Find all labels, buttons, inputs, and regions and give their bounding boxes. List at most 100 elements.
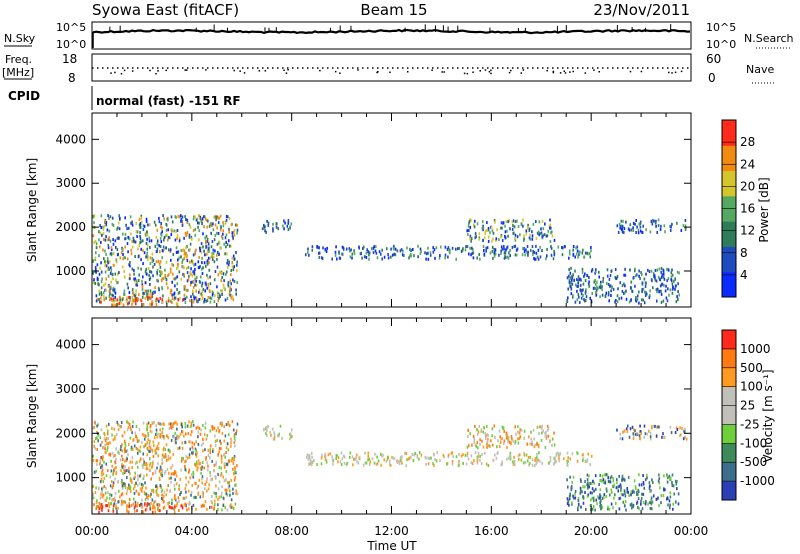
scatter-point	[318, 255, 321, 259]
scatter-point	[307, 250, 309, 254]
scatter-point	[426, 252, 428, 256]
scatter-point	[669, 495, 672, 499]
scatter-point	[202, 449, 204, 453]
scatter-point	[620, 486, 622, 490]
scatter-point	[672, 507, 674, 511]
scatter-point	[169, 291, 172, 295]
scatter-point	[176, 288, 178, 291]
scatter-point	[99, 459, 102, 463]
scatter-point	[222, 232, 224, 236]
scatter-point	[541, 461, 543, 465]
scatter-point	[234, 470, 236, 473]
scatter-point	[325, 458, 328, 462]
scatter-point	[184, 297, 187, 301]
scatter-point	[190, 280, 192, 284]
scatter-point	[351, 252, 354, 256]
scatter-point	[651, 507, 653, 511]
scatter-point	[233, 458, 235, 461]
scatter-point	[142, 249, 144, 253]
scatter-point	[185, 288, 188, 292]
scatter-point	[649, 431, 652, 435]
scatter-point	[110, 480, 113, 483]
scatter-point	[159, 296, 162, 300]
scatter-point	[398, 462, 401, 466]
scatter-point	[217, 294, 220, 297]
scatter-point	[534, 457, 537, 460]
scatter-point	[590, 498, 592, 502]
scatter-point	[100, 293, 103, 297]
scatter-point	[474, 219, 476, 223]
scatter-point	[106, 504, 109, 508]
scatter-point	[684, 226, 687, 230]
scatter-point	[112, 297, 115, 301]
scatter-point	[222, 272, 225, 276]
scatter-point	[669, 491, 672, 495]
scatter-point	[427, 456, 429, 460]
scatter-point	[155, 432, 158, 436]
scatter-point	[110, 266, 112, 270]
scatter-point	[96, 424, 98, 428]
scatter-point	[636, 297, 639, 301]
scatter-point	[137, 297, 139, 301]
scatter-point	[152, 488, 155, 492]
scatter-point	[365, 256, 368, 259]
scatter-point	[530, 430, 532, 434]
scatter-point	[194, 250, 196, 254]
scatter-point	[118, 214, 120, 218]
scatter-point	[195, 449, 197, 453]
scatter-point	[566, 451, 569, 455]
scatter-point	[380, 452, 382, 456]
scatter-point	[142, 224, 145, 228]
scatter-point	[95, 242, 98, 246]
scatter-point	[287, 221, 290, 225]
scatter-point	[477, 446, 479, 450]
scatter-point	[505, 248, 507, 252]
scatter-point	[470, 237, 473, 241]
scatter-point	[550, 245, 552, 248]
scatter-point	[272, 229, 274, 233]
scatter-point	[207, 487, 210, 491]
scatter-point	[95, 270, 97, 274]
scatter-point	[221, 236, 224, 240]
scatter-point	[648, 429, 650, 433]
scatter-point	[191, 484, 194, 487]
scatter-point	[93, 214, 96, 218]
scatter-point	[152, 472, 154, 476]
scatter-point	[148, 293, 150, 297]
scatter-point	[196, 299, 198, 303]
scatter-point	[671, 291, 674, 295]
scatter-point	[154, 223, 157, 227]
scatter-point	[638, 269, 640, 273]
scatter-point	[157, 507, 159, 511]
scatter-point	[341, 245, 344, 249]
scatter-point	[150, 302, 153, 306]
scatter-point	[635, 231, 637, 234]
scatter-point	[182, 272, 184, 276]
scatter-point	[541, 431, 543, 435]
scatter-point	[165, 443, 168, 447]
scatter-point	[591, 268, 594, 272]
freq-dot	[157, 70, 159, 72]
scatter-point	[630, 502, 633, 506]
scatter-point	[413, 254, 415, 258]
scatter-point	[660, 501, 662, 505]
scatter-point	[174, 296, 177, 300]
scatter-point	[152, 462, 154, 466]
scatter-point	[173, 472, 176, 476]
scatter-point	[386, 457, 389, 461]
scatter-point	[467, 428, 469, 432]
scatter-point	[131, 456, 134, 460]
scatter-point	[105, 474, 108, 478]
scatter-point	[117, 428, 120, 432]
scatter-point	[131, 302, 133, 306]
scatter-point	[536, 231, 539, 235]
scatter-point	[646, 476, 648, 480]
scatter-point	[220, 460, 223, 464]
scatter-point	[103, 485, 106, 488]
scatter-point	[203, 215, 205, 219]
scatter-point	[181, 446, 184, 450]
scatter-point	[150, 430, 153, 434]
freq-dot	[339, 72, 341, 74]
scatter-point	[526, 250, 528, 254]
scatter-point	[167, 299, 170, 303]
